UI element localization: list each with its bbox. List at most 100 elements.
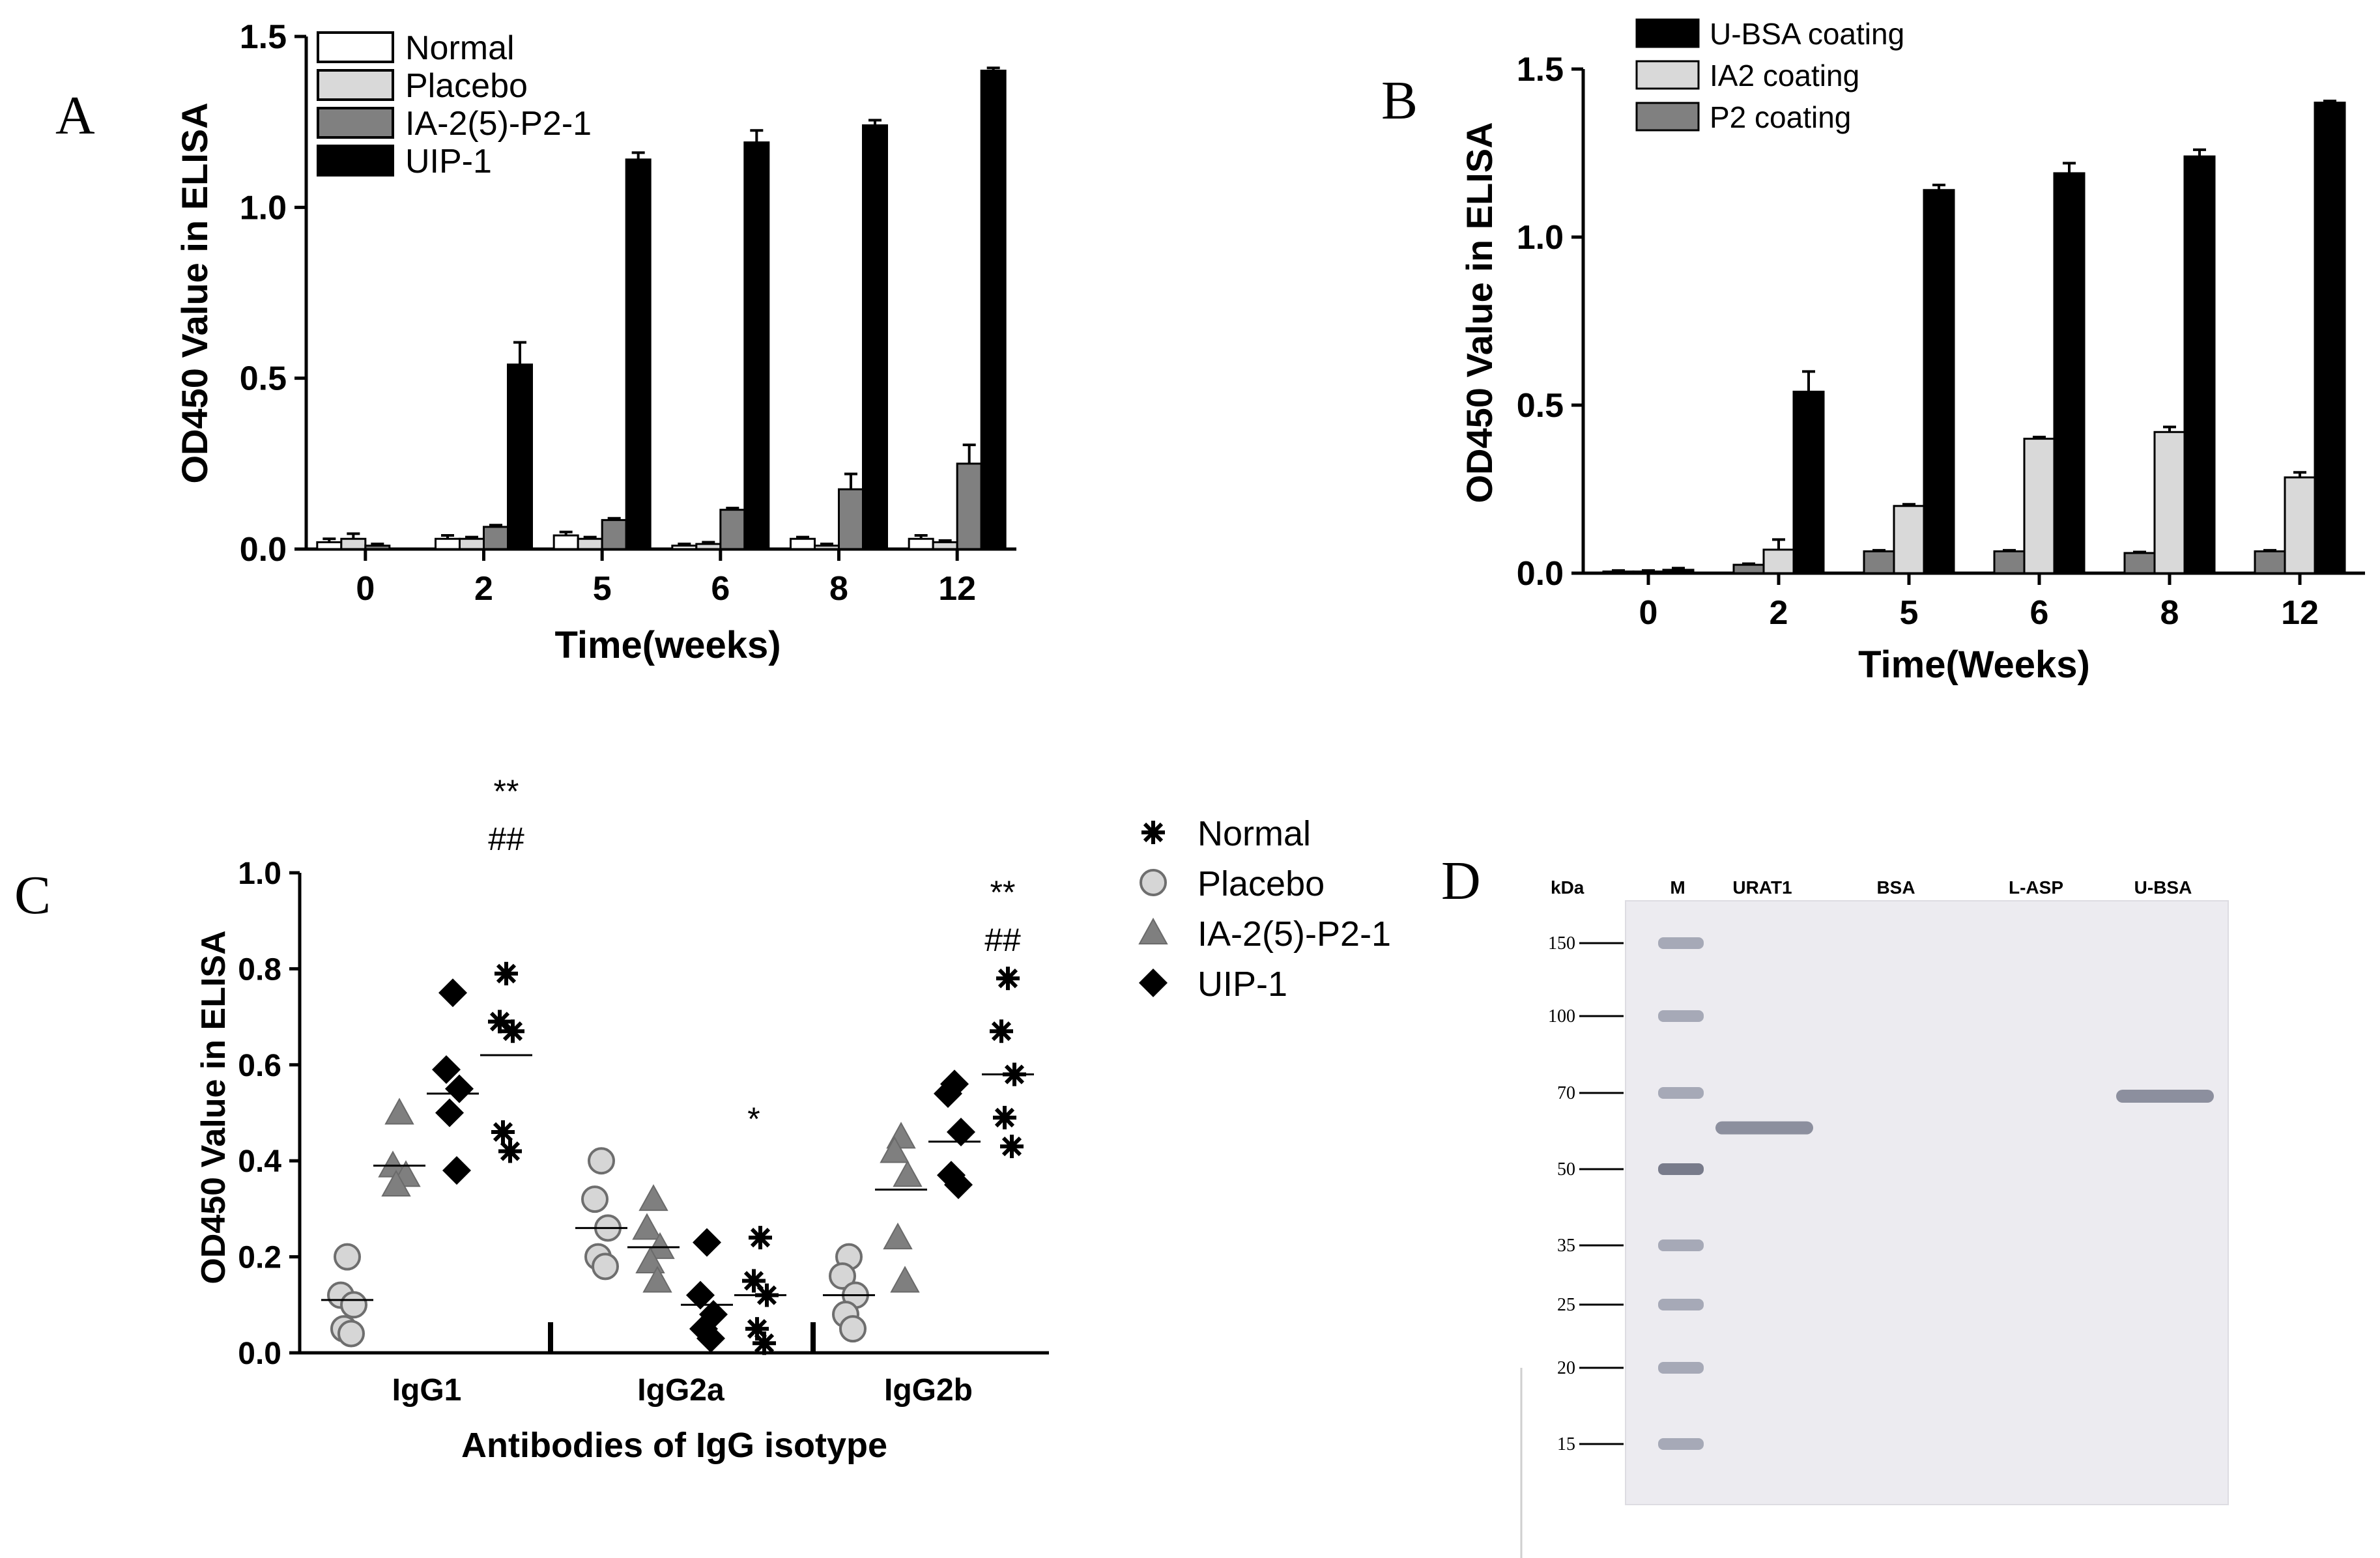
panel-c-y-axis-label: OD450 Value in ELISA [195, 930, 233, 1284]
b-bar [2023, 438, 2056, 574]
panel-c-x-tick-label: IgG2b [884, 1373, 973, 1408]
panel-c-point-diamond [947, 1117, 975, 1146]
a-bar [316, 541, 343, 550]
panel-b-legend-swatch [1635, 60, 1700, 90]
b-x-tick-label: 6 [2030, 594, 2049, 632]
a-bar [932, 541, 958, 550]
a-bar [908, 537, 934, 550]
a-y-tick-label: 0.5 [240, 360, 287, 398]
b-bar [2053, 172, 2086, 574]
b-bar [1792, 390, 1825, 574]
panel-c-x-tick-label: IgG1 [392, 1373, 462, 1408]
panel-b-legend-swatch [1635, 102, 1700, 132]
gel-ladder-band [1658, 1163, 1704, 1175]
panel-c-significance-mark: ** [990, 874, 1016, 911]
panel-c-point-asterisk [495, 961, 518, 985]
b-bar [1762, 548, 1795, 574]
panel-a-x-axis-label: Time(weeks) [554, 624, 781, 666]
panel-c-point-triangle [384, 1098, 414, 1125]
panel-label-d: D [1441, 851, 1481, 911]
gel-band [1715, 1121, 1813, 1135]
a-bar [956, 462, 982, 550]
panel-b-legend-label: U-BSA coating [1710, 17, 1904, 51]
gel-lane-label: M [1670, 877, 1685, 898]
b-bar [1863, 550, 1895, 574]
panel-c-point-asterisk [990, 1019, 1013, 1043]
panel-c-point-triangle [642, 1266, 672, 1293]
a-bar [671, 545, 698, 550]
a-bar [695, 543, 722, 550]
panel-label-a: A [55, 85, 95, 146]
a-bar [980, 69, 1007, 550]
panel-b-legend-label: IA2 coating [1710, 59, 1859, 92]
panel-c-y-tick-label: 1.0 [238, 857, 281, 891]
a-bar [340, 537, 367, 550]
panel-a-legend-label: Placebo [405, 67, 528, 105]
panel-c-point-circle [340, 1291, 367, 1319]
panel-c-point-circle [588, 1147, 615, 1175]
b-y-tick-label: 1.5 [1517, 51, 1564, 89]
panel-a-legend-swatch [317, 31, 394, 63]
gel-marker-label: 150 [1548, 933, 1575, 954]
a-x-tick-label: 12 [938, 570, 976, 608]
panel-a-legend-swatch [317, 145, 394, 177]
b-bar [2123, 552, 2156, 574]
a-bar [601, 518, 627, 550]
panel-c-point-diamond [696, 1324, 725, 1353]
a-bar [483, 526, 509, 550]
gel-marker-label: 50 [1557, 1159, 1575, 1180]
panel-d-western-blot: kDa M URAT1 BSA L-ASP U-BSA 150 100 70 50 35 25 20… [1520, 877, 2229, 1558]
b-x-tick-label: 0 [1639, 594, 1658, 632]
gel-lane-label: U-BSA [2134, 877, 2192, 898]
b-bar [2314, 102, 2346, 574]
panel-c-point-asterisk [993, 1105, 1016, 1129]
panel-c-point-asterisk [488, 1010, 511, 1034]
gel-ladder-band [1658, 1087, 1704, 1099]
panel-c-point-triangle [638, 1184, 668, 1211]
panel-a-legend-label: UIP-1 [405, 143, 492, 180]
panel-c-point-circle [839, 1315, 867, 1343]
panel-c-significance-mark: ** [494, 773, 519, 810]
panel-b-x-axis-label: Time(Weeks) [1858, 644, 2090, 686]
a-bar [577, 537, 603, 550]
b-x-tick-label: 12 [2281, 594, 2319, 632]
gel-unit-label: kDa [1551, 877, 1584, 898]
panel-c-x-axis-label: Antibodies of IgG isotype [461, 1426, 887, 1465]
panel-c-point-asterisk [996, 967, 1020, 991]
b-x-tick-label: 5 [1900, 594, 1919, 632]
panel-b-bar-chart: 0.0 0.5 1.0 1.5 0 2 5 6 8 12 Time(Weeks) OD450 V… [1459, 17, 2365, 686]
panel-c-point-circle [337, 1320, 365, 1348]
panel-c-point-asterisk [491, 1120, 515, 1144]
panel-c-point-diamond [693, 1228, 721, 1257]
a-y-tick-label: 0.0 [240, 531, 287, 569]
b-bar [1923, 189, 1955, 574]
a-x-tick-label: 8 [829, 570, 848, 608]
b-bar [2254, 550, 2286, 574]
a-bar [838, 488, 864, 550]
b-bar [2153, 431, 2186, 574]
panel-c-legend-label: Placebo [1197, 864, 1325, 903]
b-x-tick-label: 8 [2160, 594, 2179, 632]
panel-c-point-diamond [438, 978, 467, 1008]
b-bar [1662, 569, 1695, 574]
b-bar [1732, 563, 1765, 574]
panel-label-c: C [14, 865, 51, 926]
panel-c-point-diamond [445, 1074, 474, 1103]
b-bar [1993, 550, 2026, 574]
panel-c-y-tick-label: 0.4 [238, 1144, 281, 1179]
a-bar [364, 545, 391, 550]
panel-c-point-triangle [883, 1223, 913, 1250]
panel-c-point-triangle [890, 1266, 920, 1293]
panel-c-point-diamond [435, 1098, 464, 1127]
panel-c-point-circle [334, 1243, 361, 1271]
panel-c-point-asterisk [501, 1019, 524, 1043]
a-bar [814, 545, 840, 550]
panel-c-legend-label: UIP-1 [1197, 965, 1287, 1004]
panel-c-point-asterisk [1000, 1135, 1024, 1159]
panel-c-legend-marker-asterisk [1141, 821, 1165, 844]
a-x-tick-label: 0 [356, 570, 375, 608]
gel-ladder-band [1658, 1010, 1704, 1022]
panel-a-legend-label: Normal [405, 29, 515, 67]
